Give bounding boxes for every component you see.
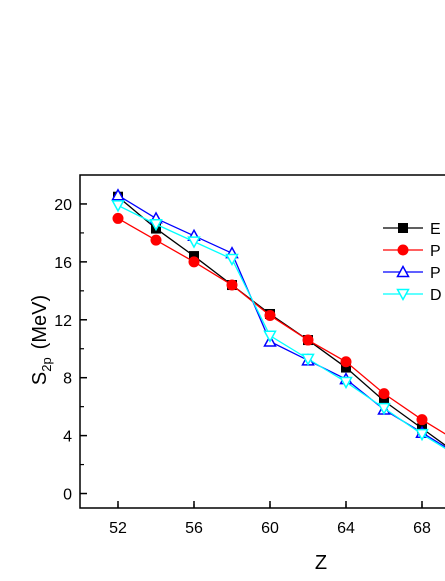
data-point-circle bbox=[227, 280, 237, 290]
y-axis-label-main: S bbox=[29, 372, 51, 385]
data-point-circle bbox=[113, 213, 123, 223]
x-tick-label: 64 bbox=[337, 520, 355, 537]
series-2 bbox=[113, 190, 445, 461]
x-tick-label: 56 bbox=[185, 520, 203, 537]
y-tick-label: 0 bbox=[63, 487, 72, 504]
plot-frame bbox=[80, 175, 445, 508]
axes-layer: 52 56 60 64 68 0 4 8 12 16 20 bbox=[54, 197, 431, 537]
legend-label: E bbox=[430, 221, 441, 238]
y-tick-label: 4 bbox=[63, 429, 72, 446]
y-axis-label-sub: 2p bbox=[39, 357, 54, 371]
svg-text:S2p(MeV): S2p (MeV) bbox=[29, 295, 54, 385]
series-1 bbox=[113, 213, 445, 447]
data-point-circle bbox=[398, 245, 408, 255]
legend-entry: E bbox=[383, 221, 441, 238]
y-tick-label: 16 bbox=[54, 255, 72, 272]
y-axis-label: S2p (MeV) bbox=[29, 295, 54, 385]
series-0 bbox=[114, 192, 445, 460]
x-tick-label: 52 bbox=[109, 520, 127, 537]
data-point-triangle-down bbox=[265, 331, 276, 341]
y-tick-label: 12 bbox=[54, 313, 72, 330]
data-point-circle bbox=[379, 389, 389, 399]
legend-label: P bbox=[430, 243, 441, 260]
y-tick-label: 20 bbox=[54, 197, 72, 214]
y-tick-label: 8 bbox=[63, 371, 72, 388]
data-point-triangle-down bbox=[189, 237, 200, 247]
x-tick-label: 60 bbox=[261, 520, 279, 537]
data-point-circle bbox=[303, 335, 313, 345]
data-point-circle bbox=[189, 257, 199, 267]
legend-label: P bbox=[430, 265, 441, 282]
series-3 bbox=[113, 201, 445, 463]
legend-entry: P bbox=[383, 243, 441, 260]
data-point-circle bbox=[265, 310, 275, 320]
data-point-circle bbox=[341, 357, 351, 367]
series-layer bbox=[113, 190, 445, 463]
x-axis-label: Z bbox=[315, 552, 327, 574]
data-point-circle bbox=[417, 415, 427, 425]
data-point-triangle-down bbox=[113, 201, 124, 211]
legend-label: D bbox=[430, 287, 442, 304]
data-point-circle bbox=[151, 235, 161, 245]
x-tick-label: 68 bbox=[413, 520, 431, 537]
y-axis-label-unit: (MeV) bbox=[29, 295, 51, 349]
data-point-square bbox=[399, 224, 408, 233]
legend-entry: P bbox=[383, 265, 441, 282]
legend-entry: D bbox=[383, 287, 442, 304]
series-line bbox=[118, 205, 445, 457]
